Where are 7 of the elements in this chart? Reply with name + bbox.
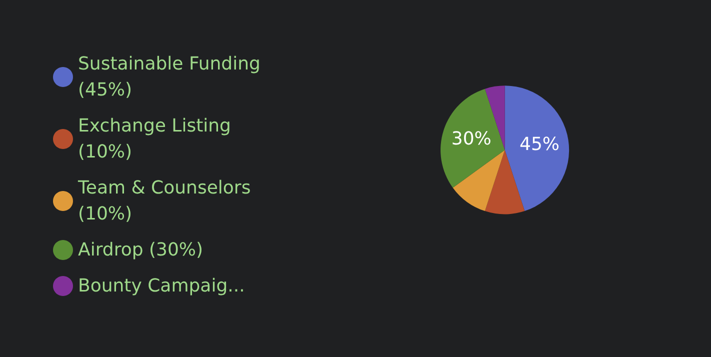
legend-label: Team & Counselors (10%) — [77, 178, 256, 224]
data-label: 45% — [520, 134, 560, 155]
legend-label: Airdrop (30%) — [78, 240, 204, 260]
legend-label: Exchange Listing (10%) — [78, 116, 237, 162]
legend-label: Bounty Campaig... — [78, 276, 245, 296]
legend-label: Sustainable Funding (45%) — [78, 54, 266, 100]
data-label: 30% — [451, 128, 492, 150]
